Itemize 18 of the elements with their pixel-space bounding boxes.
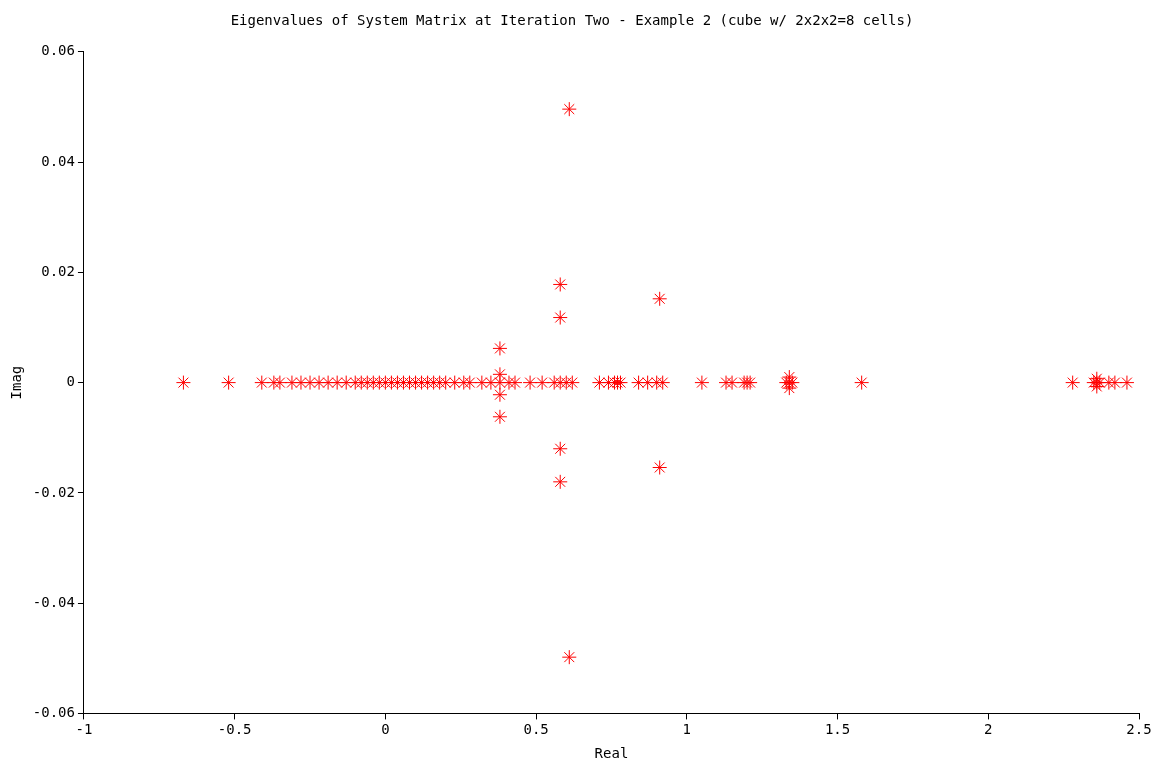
x-tick-label: 0.5 — [523, 721, 549, 738]
x-axis-title: Real — [594, 745, 629, 762]
y-tick-label: -0.02 — [32, 483, 75, 500]
x-tick-label: -1 — [75, 721, 93, 738]
x-tick-label: 1 — [682, 721, 692, 738]
y-tick-label: 0 — [66, 373, 75, 390]
x-tick-label: 2 — [984, 721, 993, 738]
y-tick-label: 0.02 — [41, 262, 75, 279]
x-tick-label: 1.5 — [824, 721, 851, 738]
y-tick-label: 0.06 — [41, 42, 75, 59]
x-tick-label: 0 — [381, 721, 390, 738]
chart-title: Eigenvalues of System Matrix at Iteration Two - Example 2 (cube w/ 2x2x2=8 cells) — [230, 12, 914, 29]
x-tick-label: 2.5 — [1126, 721, 1152, 738]
y-tick-label: 0.04 — [41, 152, 75, 169]
y-tick-label: -0.04 — [32, 593, 75, 610]
y-tick-label: -0.06 — [32, 704, 75, 721]
x-tick-label: -0.5 — [217, 721, 252, 738]
y-axis-title: Imag — [8, 365, 25, 400]
